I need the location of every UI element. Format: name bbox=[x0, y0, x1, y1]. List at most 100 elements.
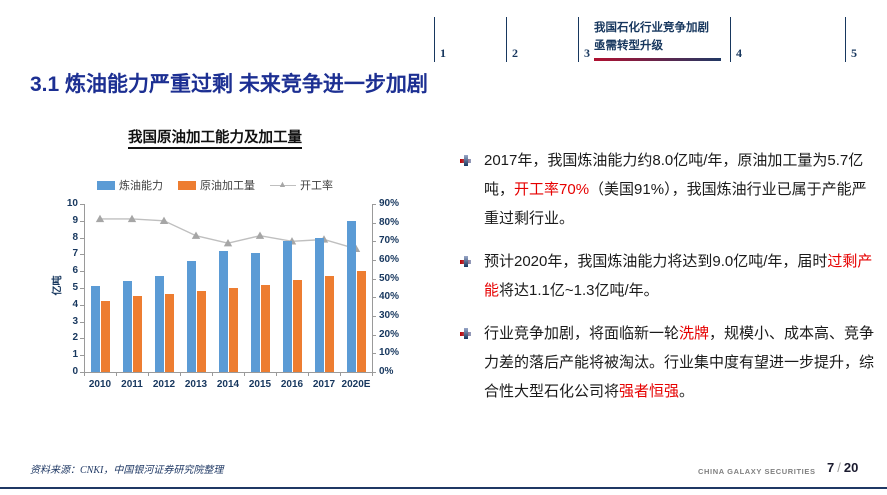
x-axis-tick-mark bbox=[180, 372, 181, 376]
bottom-rule bbox=[0, 487, 887, 489]
y2-axis-tick-label: 50% bbox=[379, 272, 400, 284]
y-axis-tick-mark bbox=[80, 204, 84, 205]
y2-axis-tick-label: 10% bbox=[379, 347, 400, 359]
nav-section-5[interactable]: 5 bbox=[851, 46, 857, 60]
bullet-item-3: 行业竞争加剧，将面临新一轮洗牌，规模小、成本高、竞争力差的落后产能将被淘汰。行业… bbox=[457, 319, 879, 406]
bullet-item-1: 2017年，我国炼油能力约8.0亿吨/年，原油加工量为5.7亿吨，开工率70%（… bbox=[457, 146, 879, 233]
body-text: 2017年，我国炼油能力约8.0亿吨/年，原油加工量为5.7亿吨， bbox=[484, 152, 864, 198]
bullet-marker-icon bbox=[460, 155, 471, 166]
nav-accent-underline bbox=[594, 58, 721, 61]
line-marker-triangle bbox=[191, 231, 201, 239]
legend-line-marker-icon: ▲ bbox=[270, 179, 296, 189]
y2-axis-tick-label: 30% bbox=[379, 310, 400, 321]
y-axis-tick-mark bbox=[80, 288, 84, 289]
nav-section-title: 我国石化行业竞争加剧 亟需转型升级 bbox=[594, 19, 744, 56]
nav-section-3[interactable]: 3 bbox=[584, 46, 590, 60]
y-axis-tick-mark bbox=[80, 355, 84, 357]
triangle-marker-icon: ▲ bbox=[278, 178, 287, 189]
nav-divider bbox=[578, 17, 579, 62]
x-axis-tick-mark bbox=[244, 372, 245, 376]
highlight-text: 强者恒强 bbox=[619, 383, 680, 400]
x-axis-label: 2011 bbox=[121, 379, 143, 390]
nav-title-line1: 我国石化行业竞争加剧 bbox=[594, 22, 709, 34]
y2-axis-tick-mark bbox=[372, 260, 376, 261]
y-axis-tick-label: 4 bbox=[72, 298, 78, 310]
bar-原油加工量 bbox=[164, 293, 174, 372]
y-axis-tick-mark bbox=[80, 304, 84, 306]
x-axis-tick-mark bbox=[308, 372, 309, 376]
bar-原油加工量 bbox=[196, 291, 206, 372]
y-axis-tick-label: 3 bbox=[72, 315, 78, 327]
bar-原油加工量 bbox=[324, 276, 334, 372]
body-text: （美国91%），我国炼油行业已属于产能严重过剩行业。 bbox=[484, 181, 867, 227]
nav-divider bbox=[730, 17, 731, 62]
page-separator: / bbox=[837, 460, 841, 475]
legend-label: 开工率 bbox=[300, 180, 333, 192]
legend-item-炼油能力[interactable]: 炼油能力 bbox=[97, 177, 163, 193]
bar-原油加工量 bbox=[260, 284, 270, 372]
x-axis-tick-mark bbox=[276, 372, 277, 376]
y2-axis-tick-mark bbox=[372, 222, 376, 224]
page-total: 20 bbox=[843, 460, 859, 475]
line-marker-triangle bbox=[223, 239, 233, 247]
bar-原油加工量 bbox=[228, 288, 238, 372]
brand-text: CHINA GALAXY SECURITIES bbox=[698, 467, 816, 476]
bullet-text: 行业竞争加剧，将面临新一轮洗牌，规模小、成本高、竞争力差的落后产能将被淘汰。行业… bbox=[484, 325, 874, 400]
y2-axis-tick-mark bbox=[372, 316, 376, 317]
y-axis-line bbox=[84, 204, 85, 372]
y-axis-tick-label: 2 bbox=[72, 332, 78, 344]
y2-axis-tick-label: 0% bbox=[379, 366, 394, 377]
legend-label: 原油加工量 bbox=[200, 180, 255, 192]
page-title: 3.1 炼油能力严重过剩 未来竞争进一步加剧 bbox=[30, 73, 428, 96]
bullet-list: 2017年，我国炼油能力约8.0亿吨/年，原油加工量为5.7亿吨，开工率70%（… bbox=[457, 146, 879, 420]
bullet-marker-icon bbox=[460, 328, 471, 339]
bar-炼油能力 bbox=[282, 240, 292, 372]
bar-炼油能力 bbox=[250, 252, 260, 372]
x-axis-tick-mark bbox=[372, 372, 373, 376]
bar-炼油能力 bbox=[218, 251, 228, 372]
y-axis-tick-label: 6 bbox=[72, 265, 78, 277]
y2-axis-tick-label: 40% bbox=[379, 291, 400, 303]
y2-axis-tick-mark bbox=[372, 372, 376, 373]
page-number: 7/20 bbox=[827, 460, 858, 475]
x-axis-label: 2010 bbox=[88, 379, 112, 390]
y2-axis-tick-label: 80% bbox=[379, 216, 400, 228]
nav-section-2[interactable]: 2 bbox=[512, 46, 518, 60]
nav-divider bbox=[434, 17, 435, 62]
legend-item-开工率[interactable]: ▲ 开工率 bbox=[270, 177, 333, 193]
y-axis-tick-mark bbox=[80, 321, 84, 323]
line-marker-triangle bbox=[127, 214, 137, 223]
body-text: 。 bbox=[679, 383, 695, 400]
x-axis-line bbox=[84, 372, 373, 373]
bullet-text: 2017年，我国炼油能力约8.0亿吨/年，原油加工量为5.7亿吨，开工率70%（… bbox=[484, 152, 867, 227]
body-text: 将达1.1亿~1.3亿吨/年。 bbox=[499, 282, 659, 299]
y-axis-tick-label: 7 bbox=[72, 248, 78, 260]
x-axis-label: 2014 bbox=[216, 379, 240, 390]
nav-title-line2: 亟需转型升级 bbox=[594, 40, 663, 53]
body-text: ，规模小、成本高、竞争力差的落后产能将被淘汰。行业集中度有望进一步提升，综合性大… bbox=[484, 325, 875, 400]
y-axis-tick-label: 8 bbox=[72, 231, 78, 243]
y-axis-tick-label: 1 bbox=[72, 349, 78, 361]
x-axis-label: 2020E bbox=[341, 379, 371, 390]
y2-axis-tick-label: 90% bbox=[379, 198, 400, 209]
y-axis-tick-label: 10 bbox=[66, 198, 78, 209]
nav-section-4[interactable]: 4 bbox=[736, 46, 742, 60]
x-axis-label: 2013 bbox=[184, 379, 208, 390]
y-axis-tick-mark bbox=[80, 271, 84, 273]
nav-section-1[interactable]: 1 bbox=[440, 46, 446, 60]
bullet-marker-icon bbox=[460, 256, 471, 267]
bar-炼油能力 bbox=[186, 261, 196, 372]
y-axis-tick-label: 9 bbox=[72, 214, 78, 226]
x-axis-tick-mark bbox=[148, 372, 149, 376]
legend-label: 炼油能力 bbox=[119, 180, 163, 192]
x-axis-label: 2012 bbox=[152, 379, 176, 390]
highlight-text: 开工率70% bbox=[514, 181, 590, 198]
y-axis-tick-mark bbox=[80, 237, 84, 239]
chart-title: 我国原油加工能力及加工量 bbox=[75, 126, 355, 149]
legend-item-原油加工量[interactable]: 原油加工量 bbox=[178, 177, 255, 193]
bullet-item-2: 预计2020年，我国炼油能力将达到9.0亿吨/年，届时过剩产能将达1.1亿~1.… bbox=[457, 247, 879, 305]
y2-axis-tick-mark bbox=[372, 241, 376, 243]
y2-axis-line bbox=[372, 204, 373, 372]
